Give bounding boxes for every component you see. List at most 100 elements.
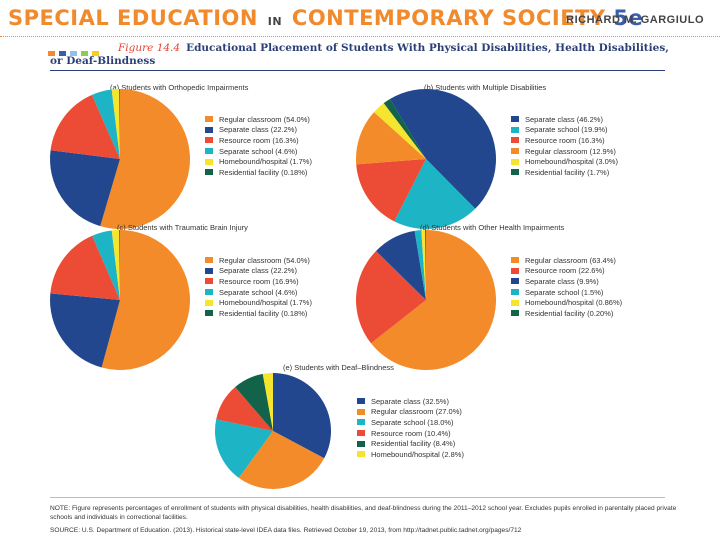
chart-3-legend-swatch-1 [511,267,519,274]
chart-0-slice-1 [50,150,120,227]
chart-1-legend-swatch-4 [511,158,519,165]
chart-0-legend-swatch-5 [205,169,213,176]
chart-2-slice-3 [92,230,120,300]
chart-0-legend-item-2: Resource room (16.3%) [205,135,312,146]
chart-2-slice-1 [49,293,120,368]
chart-2-legend-item-3: Separate school (4.6%) [205,287,312,298]
chart-2-slice-2 [50,235,120,300]
chart-3-slice-1 [356,250,426,344]
chart-3-legend-swatch-5 [511,310,519,317]
chart-2-legend-swatch-0 [205,257,213,264]
chart-2-legend-swatch-4 [205,299,213,306]
chart-3-legend-label-5: Residential facility (0.20%) [525,308,614,318]
chart-4-slice-3 [216,387,273,431]
chart-0-legend-label-2: Resource room (16.3%) [219,135,299,145]
square-2 [59,51,66,56]
chart-e-pie [215,373,331,489]
chart-1-legend-swatch-5 [511,169,519,176]
chart-4-slice-5 [262,373,273,431]
book-edition: 5e [613,6,644,30]
chart-3-slice-4 [421,230,426,300]
chart-2-legend-item-0: Regular classroom (54.0%) [205,255,312,266]
chart-d-legend: Regular classroom (63.4%) Resource room (… [511,255,622,319]
chart-4-legend-item-5: Homebound/hospital (2.8%) [357,449,464,460]
chart-2-slice-0 [101,230,190,370]
chart-3-legend-swatch-0 [511,257,519,264]
chart-2-legend-swatch-3 [205,289,213,296]
chart-1-legend-item-3: Regular classroom (12.9%) [511,146,618,157]
chart-1-slice-3 [356,112,426,165]
chart-1-legend-label-5: Residential facility (1.7%) [525,167,610,177]
chart-3-legend-label-0: Regular classroom (63.4%) [525,255,616,265]
footer-divider [50,497,665,498]
book-title-part1: SPECIAL EDUCATION [8,6,258,30]
decorative-squares [48,43,103,61]
square-4 [81,51,88,56]
chart-0-slice-3 [92,89,120,159]
chart-1-legend-item-0: Separate class (46.2%) [511,114,618,125]
square-1 [48,51,55,56]
chart-0-slice-4 [111,89,120,159]
chart-2-legend-label-4: Homebound/hospital (1.7%) [219,298,312,308]
chart-4-legend-label-4: Residential facility (8.4%) [371,439,456,449]
chart-2-legend-item-4: Homebound/hospital (1.7%) [205,297,312,308]
chart-2-legend-swatch-5 [205,310,213,317]
figure-title: Educational Placement of Students With P… [50,42,669,67]
chart-d-pie [356,230,496,370]
chart-2-legend-item-1: Separate class (22.2%) [205,266,312,277]
chart-d-title: (d) Students with Other Health Impairmen… [420,223,565,232]
chart-0-legend-label-4: Homebound/hospital (1.7%) [219,157,312,167]
chart-1-slice-2 [356,159,426,222]
chart-0-legend-item-0: Regular classroom (54.0%) [205,114,312,125]
chart-4-legend-swatch-1 [357,408,365,415]
chart-0-legend-item-4: Homebound/hospital (1.7%) [205,156,312,167]
chart-2-legend-swatch-1 [205,267,213,274]
chart-1-legend-swatch-1 [511,126,519,133]
chart-4-legend-item-3: Resource room (10.4%) [357,428,464,439]
chart-1-legend-label-0: Separate class (46.2%) [525,114,603,124]
chart-4-legend-label-1: Regular classroom (27.0%) [371,407,462,417]
chart-1-legend-item-4: Homebound/hospital (3.0%) [511,156,618,167]
chart-b-title: (b) Students with Multiple Disabilities [424,83,547,92]
chart-3-legend-item-2: Separate class (9.9%) [511,276,622,287]
chart-3-legend-label-2: Separate class (9.9%) [525,276,599,286]
chart-b-pie [356,88,497,229]
chart-0-legend-label-0: Regular classroom (54.0%) [219,114,310,124]
book-title-in: IN [267,15,283,28]
chart-4-slice-0 [273,373,331,459]
chart-4-legend-label-2: Separate school (18.0%) [371,417,454,427]
chart-0-legend-swatch-1 [205,126,213,133]
chart-1-legend-label-2: Resource room (16.3%) [525,135,605,145]
chart-1-legend-swatch-2 [511,137,519,144]
header-divider [0,36,720,39]
chart-4-legend-label-5: Homebound/hospital (2.8%) [371,449,464,459]
chart-3-legend-item-5: Residential facility (0.20%) [511,308,622,319]
chart-2-legend-label-0: Regular classroom (54.0%) [219,255,310,265]
chart-2-legend-label-2: Resource room (16.9%) [219,276,299,286]
header-bar: SPECIAL EDUCATION IN CONTEMPORARY SOCIET… [0,0,720,38]
chart-2-legend-label-1: Separate class (22.2%) [219,266,297,276]
chart-4-legend-swatch-2 [357,419,365,426]
chart-1-legend-item-5: Residential facility (1.7%) [511,167,618,178]
chart-a-pie [50,89,190,229]
chart-2-legend-item-2: Resource room (16.9%) [205,276,312,287]
chart-3-legend-label-1: Resource room (22.6%) [525,266,605,276]
book-title: SPECIAL EDUCATION IN CONTEMPORARY SOCIET… [8,6,643,30]
chart-3-slice-0 [370,230,496,370]
square-3 [70,51,77,56]
chart-2-slice-4 [111,230,120,300]
chart-1-slice-5 [383,98,426,159]
chart-3-slice-2 [376,230,426,300]
chart-4-legend-swatch-0 [357,398,365,405]
author-name: RICHARD M. GARGIULO [566,14,704,26]
footnote: NOTE: Figure represents percentages of e… [50,505,677,521]
chart-0-legend-label-3: Separate school (4.6%) [219,146,298,156]
chart-1-legend-item-2: Resource room (16.3%) [511,135,618,146]
chart-3-legend-label-4: Homebound/hospital (0.86%) [525,298,623,308]
chart-0-legend-item-5: Residential facility (0.18%) [205,167,312,178]
chart-0-legend-swatch-2 [205,137,213,144]
chart-1-legend-item-1: Separate school (19.9%) [511,125,618,136]
chart-c-pie [49,230,190,370]
chart-2-slice-5 [119,230,120,300]
chart-0-legend-label-5: Residential facility (0.18%) [219,167,308,177]
